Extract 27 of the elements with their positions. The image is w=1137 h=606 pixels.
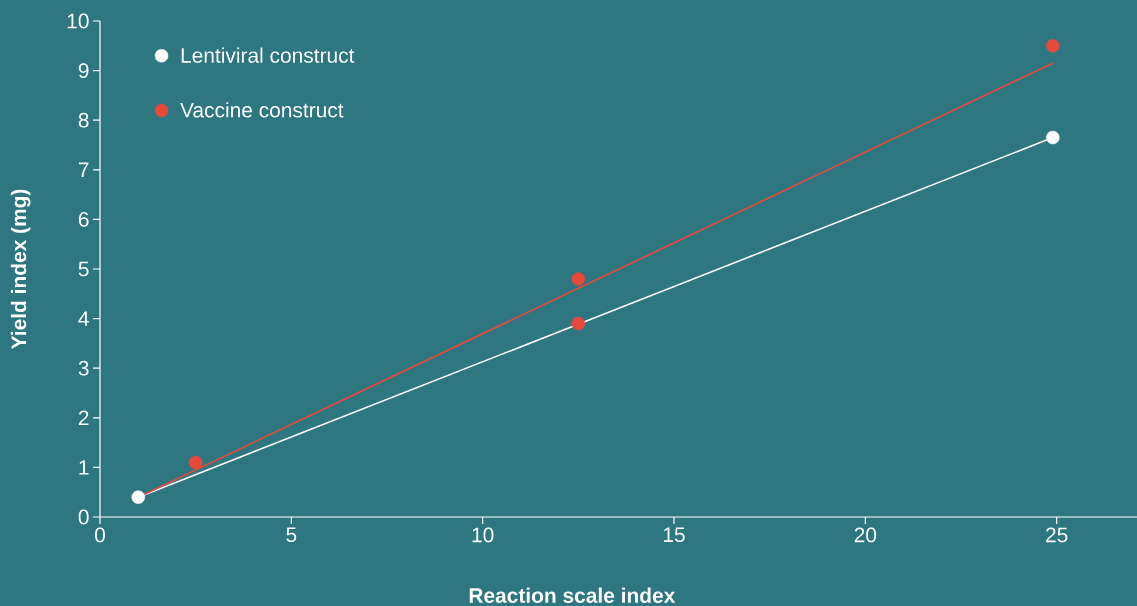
y-tick-label: 9 [78, 63, 89, 78]
y-tick-label: 1 [79, 460, 89, 475]
y-tick-label: 10 [67, 13, 89, 29]
point [1046, 39, 1060, 53]
point [571, 272, 586, 286]
y-tick-label: 8 [78, 112, 89, 128]
y-tick-label: 3 [78, 360, 89, 376]
legend-label: Lentiviral construct [181, 47, 355, 63]
x-tick-label: 10 [472, 527, 494, 543]
y-tick-label: 7 [78, 162, 89, 177]
x-tick-label: 15 [663, 527, 685, 543]
x-tick-label: 5 [286, 527, 297, 543]
y-tick-label: 0 [78, 509, 89, 525]
y-tick-label: 4 [78, 311, 89, 326]
x-tick-label: 25 [1046, 527, 1068, 543]
point [131, 490, 145, 504]
y-tick-label: 5 [78, 261, 89, 277]
point [571, 316, 586, 331]
y-axis-title: Yield index (mg) [10, 189, 31, 350]
y-tick-label: 2 [78, 410, 89, 426]
x-axis-title: Reaction scale index [469, 587, 676, 603]
x-tick-label: 20 [854, 527, 877, 543]
y-tick-label: 6 [78, 211, 89, 227]
x-tick-label: 0 [94, 527, 105, 543]
legend-label: Vaccine construct [180, 102, 344, 118]
point [188, 455, 203, 470]
point [1046, 130, 1060, 145]
